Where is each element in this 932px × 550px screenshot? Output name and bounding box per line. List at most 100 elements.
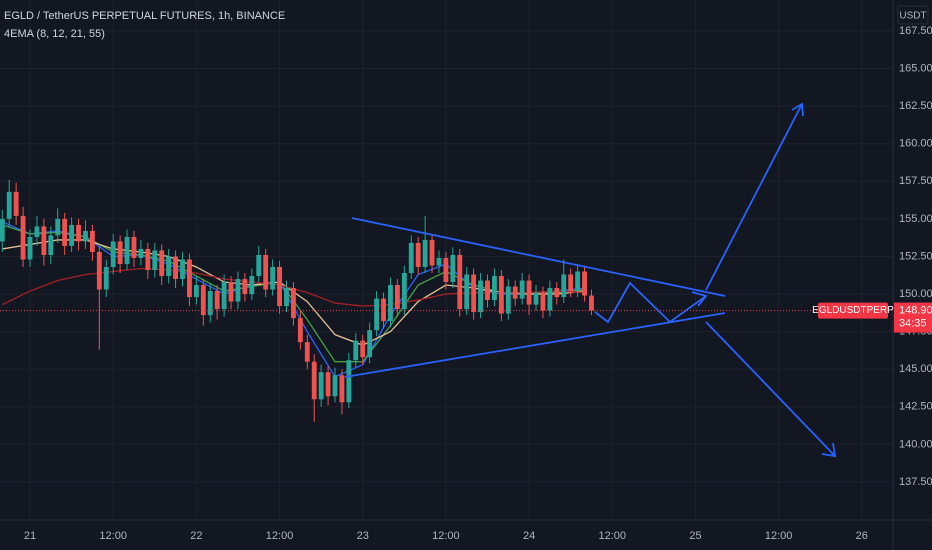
candle-body [311, 361, 317, 400]
indicator-label: 4EMA (8, 12, 21, 55) [4, 28, 105, 40]
x-tick-label: 21 [24, 530, 36, 542]
x-tick-label: 12:00 [432, 530, 460, 542]
arrow-up [705, 103, 803, 291]
candle-body [339, 375, 345, 403]
candle-body [83, 230, 88, 242]
arrow-head [791, 102, 804, 117]
candle-body [304, 342, 310, 362]
candle-body [318, 372, 324, 400]
candle-body [41, 226, 47, 255]
candle-body [464, 274, 470, 310]
candle-body [512, 286, 518, 299]
candles [0, 179, 594, 422]
y-tick-label: 152.50 [899, 250, 932, 262]
candle-body [228, 282, 234, 302]
candle-body [401, 273, 407, 310]
candle-body [20, 215, 26, 260]
last-price-label: 148.90 [899, 304, 932, 316]
candle-body [554, 288, 560, 298]
x-tick-label: 12:00 [99, 530, 127, 542]
candle-body [297, 318, 303, 343]
candle-body [575, 271, 581, 292]
y-tick-label: 140.00 [899, 438, 932, 450]
candle-body [388, 285, 393, 322]
symbol-box [818, 302, 888, 319]
x-tick-label: 22 [190, 530, 202, 542]
y-tick-label: 162.50 [899, 100, 932, 112]
candle-body [277, 266, 282, 307]
price-box [894, 302, 932, 333]
candle-body [485, 280, 490, 301]
candle-body [131, 236, 137, 258]
candle-body [270, 266, 276, 290]
candle-body [533, 292, 539, 305]
candle-body [290, 288, 296, 319]
candle-body [249, 276, 255, 295]
candle-body [568, 274, 574, 292]
candle-body [242, 279, 248, 295]
projection-path [594, 281, 707, 324]
candle-body [0, 218, 5, 242]
y-tick-label: 160.00 [899, 138, 932, 150]
currency: USDT [899, 11, 926, 22]
candle-body [471, 274, 477, 313]
candle-body [221, 282, 227, 310]
y-tick-label: 157.50 [899, 175, 932, 187]
candle-body [13, 191, 19, 216]
candle-body [332, 375, 338, 397]
y-tick-label: 145.00 [899, 363, 932, 375]
candle-body [117, 241, 123, 264]
candle-body [69, 224, 75, 246]
arrow-head [691, 291, 708, 307]
candle-body [193, 285, 199, 298]
arrow-down [705, 321, 836, 457]
candle-body [540, 292, 546, 311]
candle-body [422, 239, 428, 267]
y-tick-label: 150.00 [899, 288, 932, 300]
candle-body [450, 254, 456, 283]
candle-body [48, 235, 54, 255]
candle-body [152, 250, 158, 270]
candle-body [394, 285, 400, 310]
candle-body [103, 266, 109, 290]
candle-body [166, 256, 172, 277]
currency-box [897, 5, 929, 25]
candle-body [76, 224, 81, 242]
x-tick-label: 26 [856, 530, 868, 542]
candle-body [187, 259, 192, 298]
candle-body [498, 276, 504, 314]
candle-body [180, 259, 185, 280]
candle-body [492, 276, 497, 301]
symbol-label: EGLDUSDTPERP [812, 305, 894, 316]
candle-body [145, 248, 151, 270]
candle-body [582, 271, 587, 296]
candle-body [547, 288, 553, 311]
candle-body [374, 298, 380, 331]
trend-drawings [344, 102, 837, 458]
candle-body [27, 236, 33, 260]
candle-body [256, 254, 262, 277]
candle-body [159, 250, 165, 277]
candle-body [235, 279, 241, 302]
candle-body [519, 280, 525, 299]
candle-body [353, 340, 359, 361]
candle-body [138, 248, 144, 258]
y-tick-label: 155.00 [899, 213, 932, 225]
candle-body [457, 254, 463, 310]
candle-body [263, 254, 269, 290]
candle-body [55, 218, 61, 236]
candle-body [381, 298, 386, 322]
candle-body [443, 257, 449, 283]
y-tick-label: 142.50 [899, 401, 932, 413]
y-tick-label: 167.50 [899, 25, 932, 37]
arrow-head [821, 442, 837, 458]
candle-body [589, 295, 594, 311]
x-tick-label: 25 [689, 530, 701, 542]
candle-body [415, 242, 421, 267]
candle-body [6, 191, 12, 219]
candle-body [367, 330, 373, 358]
candle-body [436, 257, 442, 266]
candle-body [325, 372, 331, 397]
